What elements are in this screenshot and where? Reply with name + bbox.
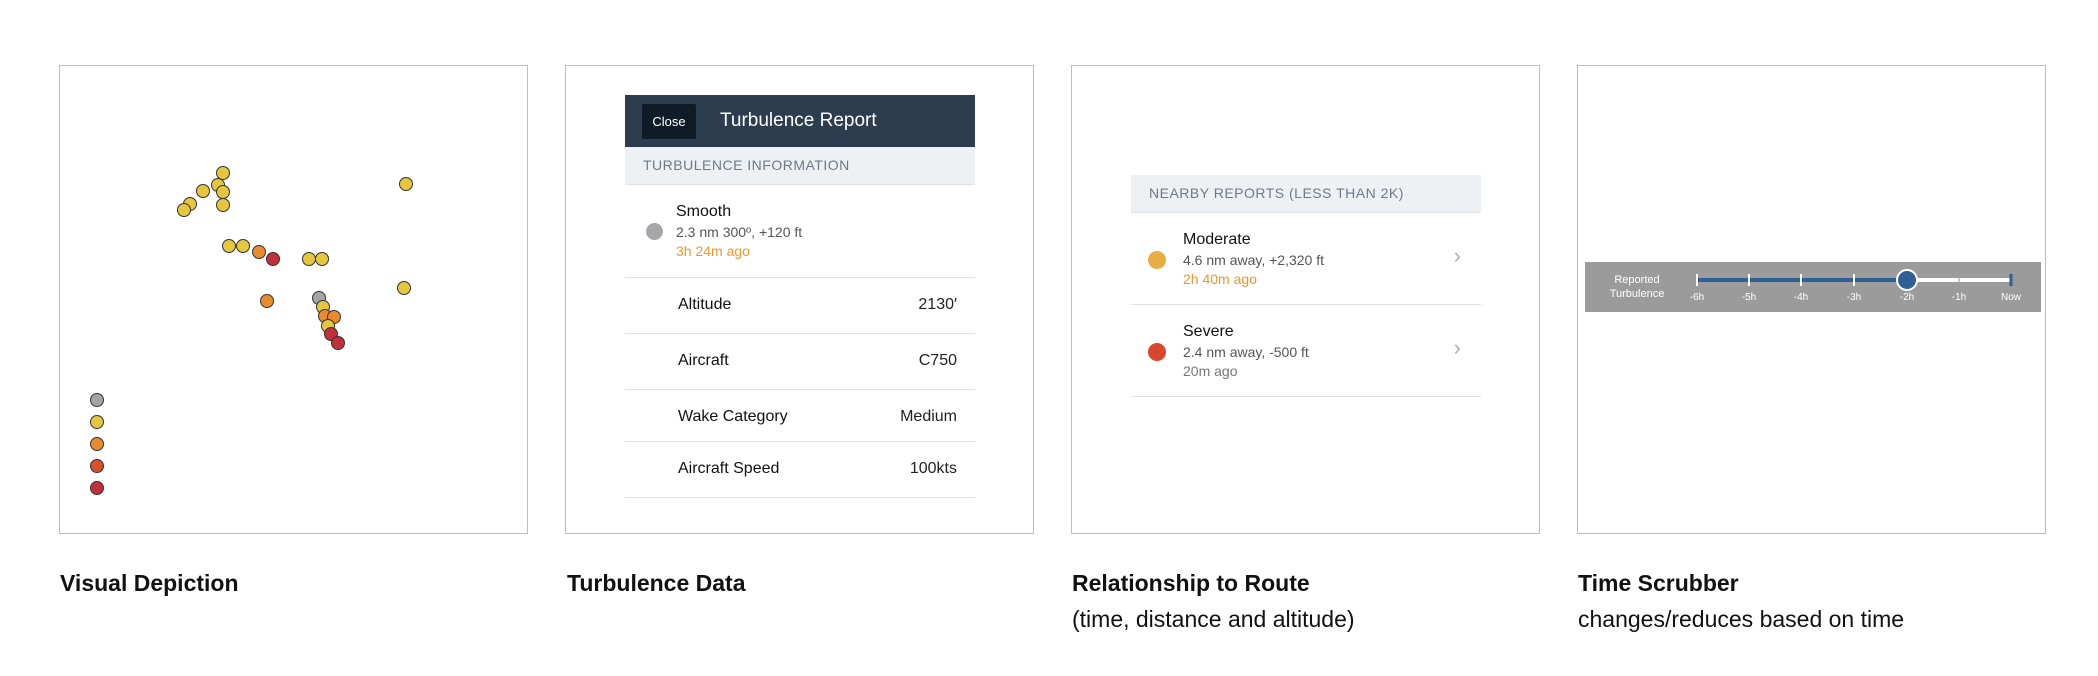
turbulence-map [90, 166, 413, 495]
chevron-right-icon: › [1453, 335, 1461, 360]
turbulence-report-dot[interactable] [397, 281, 411, 295]
row-aircraft-speed: Aircraft Speed 100kts [625, 442, 975, 498]
tick-label: -3h [1846, 292, 1862, 303]
time-scrubber[interactable]: Reported Turbulence -6h -5h -4h -3h -2h … [1585, 262, 2041, 312]
turbulence-report-dot[interactable] [266, 252, 280, 266]
list-item-severe[interactable]: Severe 2.4 nm away, -500 ft 20m ago › [1131, 305, 1481, 397]
relationship-route-panel: NEARBY REPORTS (LESS THAN 2K) Moderate 4… [1071, 65, 1540, 534]
tick-label: -4h [1793, 292, 1809, 303]
turbulence-report-dot[interactable] [196, 184, 210, 198]
turbulence-report-dot[interactable] [90, 437, 104, 451]
moderate-status-dot [1148, 251, 1166, 269]
row-value: 100kts [909, 460, 957, 477]
scrubber-handle[interactable] [1896, 269, 1918, 291]
row-label: Altitude [678, 296, 732, 313]
list-item-moderate[interactable]: Moderate 4.6 nm away, +2,320 ft 2h 40m a… [1131, 213, 1481, 305]
item-title: Smooth [676, 203, 732, 220]
turbulence-report-dot[interactable] [90, 459, 104, 473]
row-label: Aircraft Speed [678, 460, 780, 477]
item-detail: 2.4 nm away, -500 ft [1183, 344, 1309, 360]
section-nearby-reports: NEARBY REPORTS (LESS THAN 2K) [1131, 175, 1481, 213]
scrubber-label: Reported Turbulence [1585, 273, 1689, 301]
turbulence-report-dot[interactable] [315, 252, 329, 266]
item-detail: 4.6 nm away, +2,320 ft [1183, 252, 1324, 268]
turbulence-report-dot[interactable] [90, 481, 104, 495]
item-detail: 2.3 nm 300º, +120 ft [676, 224, 803, 240]
tick-label: -6h [1689, 292, 1705, 303]
turbulence-report-dot[interactable] [252, 245, 266, 259]
caption-time-scrubber: Time Scrubber [1578, 570, 1739, 596]
turbulence-report-dot[interactable] [302, 252, 316, 266]
scrubber-label-line1: Reported [1614, 274, 1660, 286]
turbulence-report-dot[interactable] [216, 185, 230, 199]
report-title: Turbulence Report [720, 110, 877, 131]
row-aircraft: Aircraft C750 [625, 334, 975, 390]
caption-visual-depiction: Visual Depiction [60, 570, 239, 596]
item-time: 2h 40m ago [1183, 271, 1257, 287]
report-header: Close Turbulence Report [625, 95, 975, 147]
turbulence-report-dot[interactable] [331, 336, 345, 350]
subcaption-time-scrubber: changes/reduces based on time [1578, 606, 1905, 632]
nearby-reports: NEARBY REPORTS (LESS THAN 2K) Moderate 4… [1131, 175, 1481, 397]
turbulence-report-dot[interactable] [177, 203, 191, 217]
section-turbulence-information: TURBULENCE INFORMATION [625, 147, 975, 185]
tick-label: Now [2000, 292, 2021, 303]
item-time: 20m ago [1183, 363, 1238, 379]
turbulence-report-dot[interactable] [216, 198, 230, 212]
turbulence-report-dot[interactable] [90, 393, 104, 407]
tick-label: -5h [1741, 292, 1757, 303]
scrubber-track[interactable] [1585, 262, 2041, 312]
item-time: 3h 24m ago [676, 243, 750, 259]
caption-relationship-route: Relationship to Route [1072, 570, 1310, 596]
row-label: Wake Category [678, 408, 788, 425]
turbulence-report-dot[interactable] [90, 415, 104, 429]
scrubber-label-line2: Turbulence [1609, 288, 1665, 300]
time-scrubber-panel: Reported Turbulence -6h -5h -4h -3h -2h … [1577, 65, 2046, 534]
row-wake-category: Wake Category Medium [625, 390, 975, 442]
chevron-right-icon: › [1453, 243, 1461, 268]
turbulence-report-dot[interactable] [216, 166, 230, 180]
turbulence-data-panel: Close Turbulence Report TURBULENCE INFOR… [565, 65, 1034, 534]
visual-depiction-panel [59, 65, 528, 534]
turbulence-report-dot[interactable] [236, 239, 250, 253]
row-altitude: Altitude 2130′ [625, 278, 975, 334]
row-value: Medium [900, 408, 957, 425]
turbulence-report-dot[interactable] [260, 294, 274, 308]
turbulence-report: Close Turbulence Report TURBULENCE INFOR… [625, 95, 975, 498]
row-value: C750 [918, 352, 957, 369]
subcaption-relationship-route: (time, distance and altitude) [1072, 606, 1355, 632]
report-item-smooth: Smooth 2.3 nm 300º, +120 ft 3h 24m ago [625, 185, 975, 278]
tick-label: -1h [1951, 292, 1967, 303]
turbulence-report-dot[interactable] [399, 177, 413, 191]
close-button[interactable]: Close [642, 104, 696, 139]
row-label: Aircraft [678, 352, 729, 369]
turbulence-report-dot[interactable] [222, 239, 236, 253]
caption-turbulence-data: Turbulence Data [567, 570, 746, 596]
row-value: 2130′ [918, 296, 957, 313]
tick-label: -2h [1899, 292, 1915, 303]
item-title: Moderate [1183, 231, 1251, 248]
severe-status-dot [1148, 343, 1166, 361]
smooth-status-dot [646, 223, 663, 240]
item-title: Severe [1183, 323, 1234, 340]
